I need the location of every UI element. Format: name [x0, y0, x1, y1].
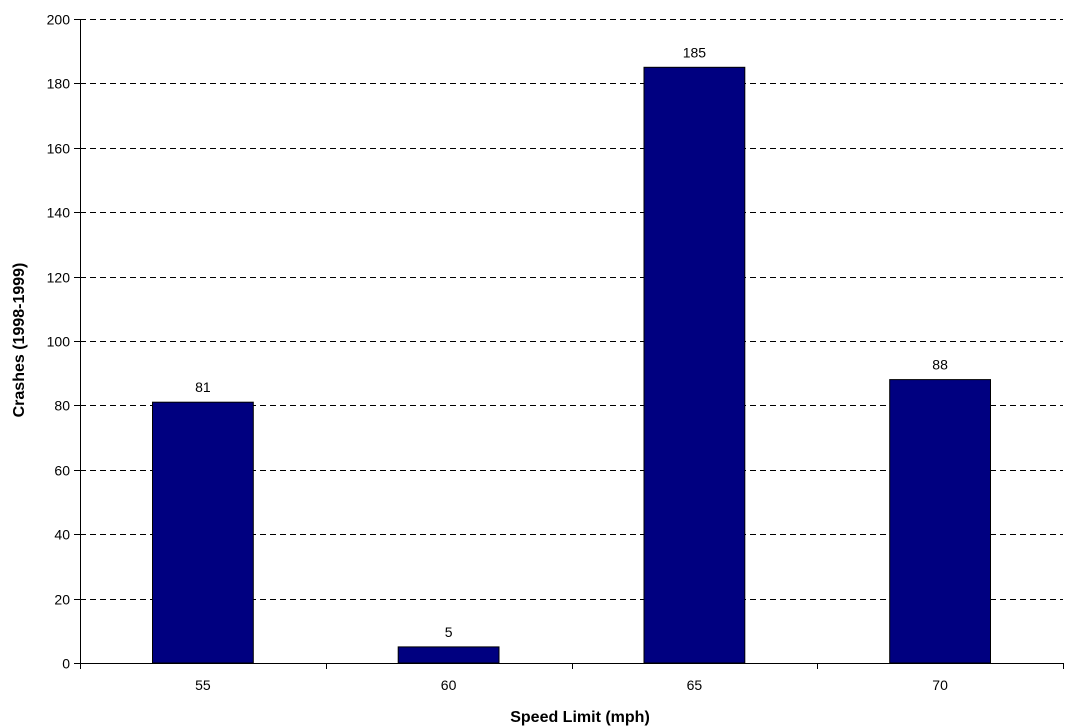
- y-tick-label: 200: [47, 12, 71, 28]
- y-tick-label: 140: [47, 205, 71, 221]
- y-tick-label: 180: [47, 76, 71, 92]
- axes: [74, 19, 1064, 669]
- bar-70: [889, 379, 992, 664]
- bar-60: [397, 646, 500, 664]
- x-tick-label: 55: [195, 677, 211, 693]
- bar-65: [643, 66, 746, 664]
- y-tick-label: 100: [47, 334, 71, 350]
- x-tick-label: 60: [441, 677, 457, 693]
- bars: [152, 66, 992, 664]
- x-tick-label: 65: [687, 677, 703, 693]
- y-tick-label: 20: [54, 592, 70, 608]
- y-tick-label: 0: [62, 656, 70, 672]
- y-tick-label: 160: [47, 141, 71, 157]
- x-axis-title: Speed Limit (mph): [510, 709, 650, 726]
- y-tick-label: 40: [54, 527, 70, 543]
- y-tick-label: 60: [54, 463, 70, 479]
- y-axis-title: Crashes (1998-1999): [11, 263, 28, 418]
- bar-55: [152, 401, 254, 664]
- data-label-70: 88: [932, 357, 948, 373]
- data-label-65: 185: [683, 44, 707, 60]
- y-tick-label: 120: [47, 270, 71, 286]
- y-tick-label: 80: [54, 398, 70, 414]
- labels: 0204060801001201401601802008155560185658…: [47, 12, 948, 694]
- data-label-55: 81: [195, 379, 211, 395]
- data-label-60: 5: [445, 624, 453, 640]
- x-tick-label: 70: [932, 677, 948, 693]
